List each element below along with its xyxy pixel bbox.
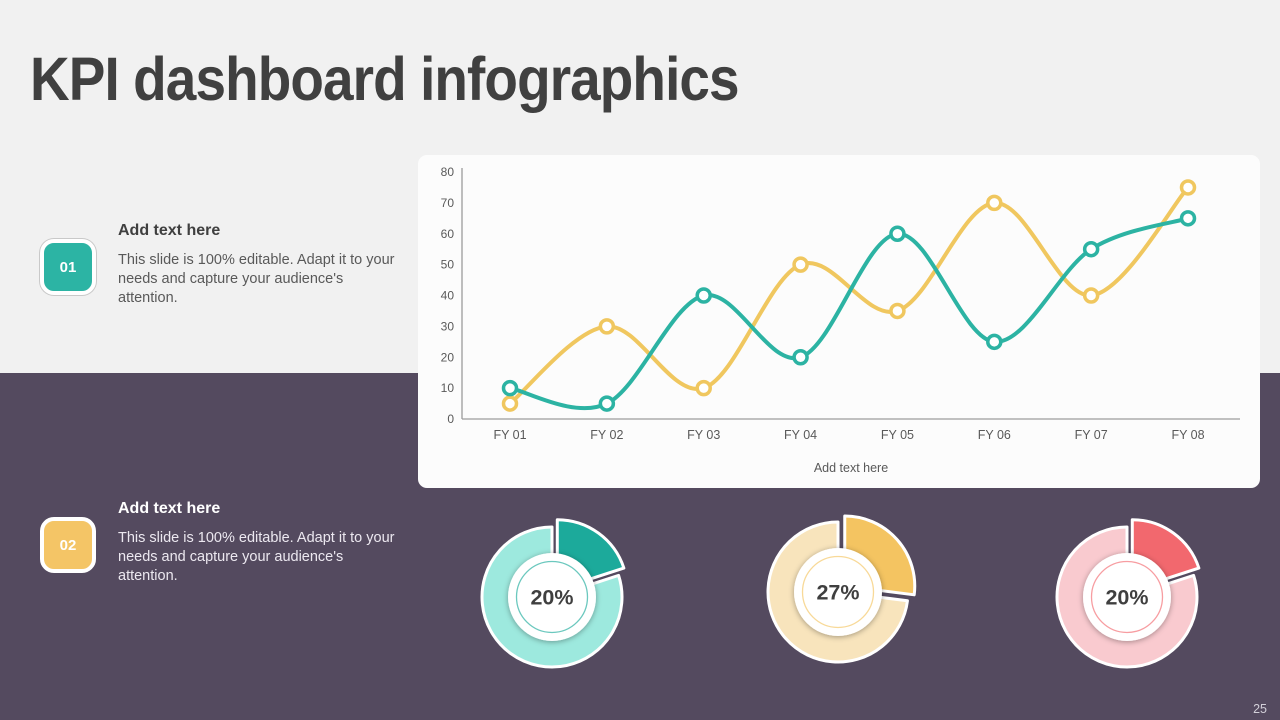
data-point-marker bbox=[986, 194, 1003, 212]
item-01-body: This slide is 100% editable. Adapt it to… bbox=[118, 252, 395, 306]
line-chart-card: 0 10 20 30 40 50 60 70 80 FY 01 FY 02 FY 03 FY 04 FY … bbox=[418, 155, 1260, 488]
item-01-heading: Add text here bbox=[118, 222, 221, 239]
item-02-body: This slide is 100% editable. Adapt it to… bbox=[118, 530, 395, 584]
item-02-number: 02 bbox=[59, 536, 77, 554]
line-series-series-yellow bbox=[501, 179, 1197, 412]
line-series-series-teal bbox=[501, 210, 1197, 412]
y-tick-label: 10 bbox=[441, 381, 455, 395]
line-chart-svg: 0 10 20 30 40 50 60 70 80 FY 01 FY 02 FY 03 FY 04 FY … bbox=[441, 165, 1240, 475]
donut-percent-label: 20% bbox=[1105, 586, 1148, 610]
data-point-marker bbox=[889, 225, 906, 242]
x-tick-label: FY 05 bbox=[881, 428, 914, 442]
data-point-marker bbox=[889, 302, 906, 320]
donut-percent-label: 27% bbox=[816, 581, 859, 605]
x-tick-label: FY 07 bbox=[1075, 428, 1108, 442]
series-line bbox=[508, 185, 1190, 406]
data-point-marker bbox=[792, 349, 809, 366]
data-point-marker bbox=[1179, 210, 1197, 227]
x-tick-label: FY 03 bbox=[687, 428, 720, 442]
x-axis-caption: Add text here bbox=[814, 461, 888, 475]
donut-inner-ring bbox=[1090, 560, 1164, 634]
donut-chart-3: 20% bbox=[1042, 512, 1212, 682]
x-tick-label: FY 04 bbox=[784, 428, 817, 442]
x-tick-label: FY 02 bbox=[590, 428, 623, 442]
data-point-marker bbox=[792, 256, 809, 273]
y-tick-label: 20 bbox=[441, 350, 455, 364]
y-tick-label: 60 bbox=[441, 227, 455, 241]
donut-center-circle bbox=[794, 548, 882, 636]
donut-center-circle bbox=[508, 553, 596, 641]
data-point-marker bbox=[598, 318, 616, 335]
data-point-marker bbox=[1082, 287, 1100, 304]
item-02-badge: 02 bbox=[40, 517, 96, 573]
x-tick-label: FY 06 bbox=[978, 428, 1011, 442]
data-point-marker bbox=[598, 395, 616, 412]
data-point-marker bbox=[695, 379, 712, 397]
item-01-number: 01 bbox=[59, 258, 77, 276]
data-point-marker bbox=[1179, 179, 1197, 196]
x-tick-label: FY 01 bbox=[493, 428, 526, 442]
y-tick-label: 30 bbox=[441, 319, 455, 333]
data-point-marker bbox=[695, 287, 712, 304]
donut-inner-ring bbox=[515, 560, 589, 634]
data-point-marker bbox=[1082, 240, 1100, 258]
page-title: KPI dashboard infographics bbox=[30, 45, 740, 113]
donut-center-circle bbox=[1083, 553, 1171, 641]
data-point-marker bbox=[501, 395, 519, 412]
series-line bbox=[508, 216, 1190, 411]
donut-inner-ring bbox=[801, 555, 875, 629]
y-tick-label: 40 bbox=[441, 289, 455, 303]
item-01-badge: 01 bbox=[40, 239, 96, 295]
donut-chart-2: 27% bbox=[753, 507, 923, 677]
item-01-text: Add text here This slide is 100% editabl… bbox=[118, 222, 408, 308]
y-tick-label: 50 bbox=[441, 258, 455, 272]
x-tick-label: FY 08 bbox=[1171, 428, 1204, 442]
y-tick-label: 0 bbox=[447, 412, 454, 426]
donut-chart-1: 20% bbox=[467, 512, 637, 682]
y-tick-label: 70 bbox=[441, 196, 455, 210]
page-number: 25 bbox=[1253, 702, 1267, 716]
data-point-marker bbox=[986, 333, 1003, 351]
y-tick-label: 80 bbox=[441, 165, 455, 179]
item-02-text: Add text here This slide is 100% editabl… bbox=[118, 500, 408, 586]
item-02-heading: Add text here bbox=[118, 500, 221, 517]
donut-percent-label: 20% bbox=[530, 586, 573, 610]
data-point-marker bbox=[501, 379, 519, 397]
